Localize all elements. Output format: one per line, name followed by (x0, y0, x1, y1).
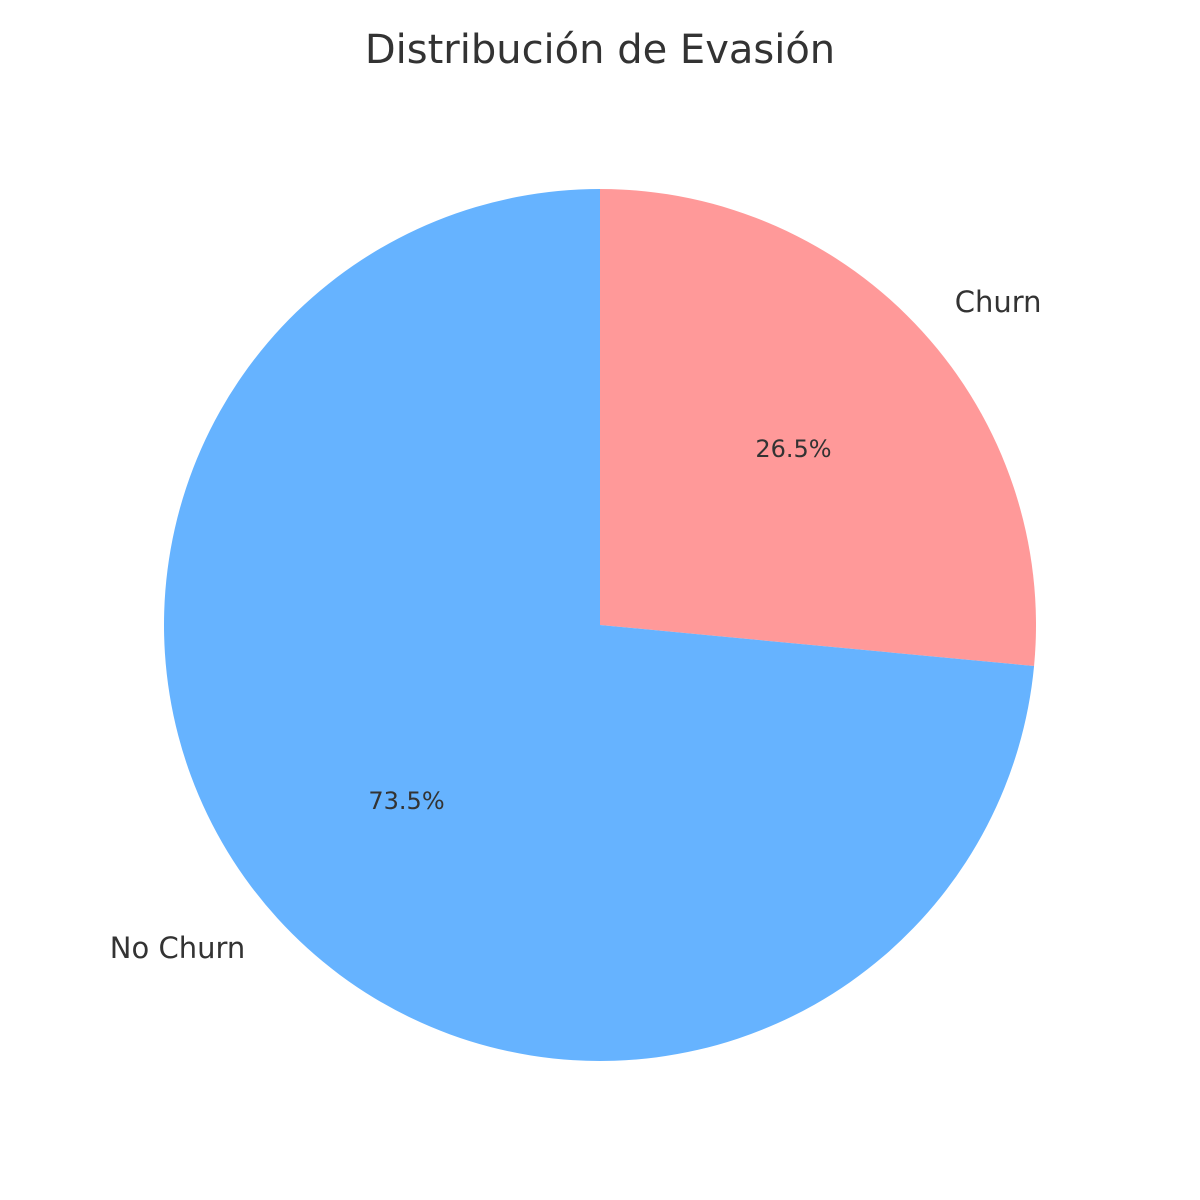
slice-category-label: No Churn (110, 931, 245, 965)
slice-percentage-label: 26.5% (755, 435, 831, 463)
slice-category-label: Churn (955, 285, 1042, 319)
pie-slices (164, 189, 1037, 1061)
pie-slice-churn (600, 189, 1037, 667)
pie-slice-no-churn (164, 189, 1035, 1061)
chart-title: Distribución de Evasión (365, 27, 835, 73)
pie-labels: Churn 26.5% No Churn 73.5% (110, 285, 1042, 965)
slice-percentage-label: 73.5% (368, 787, 444, 815)
